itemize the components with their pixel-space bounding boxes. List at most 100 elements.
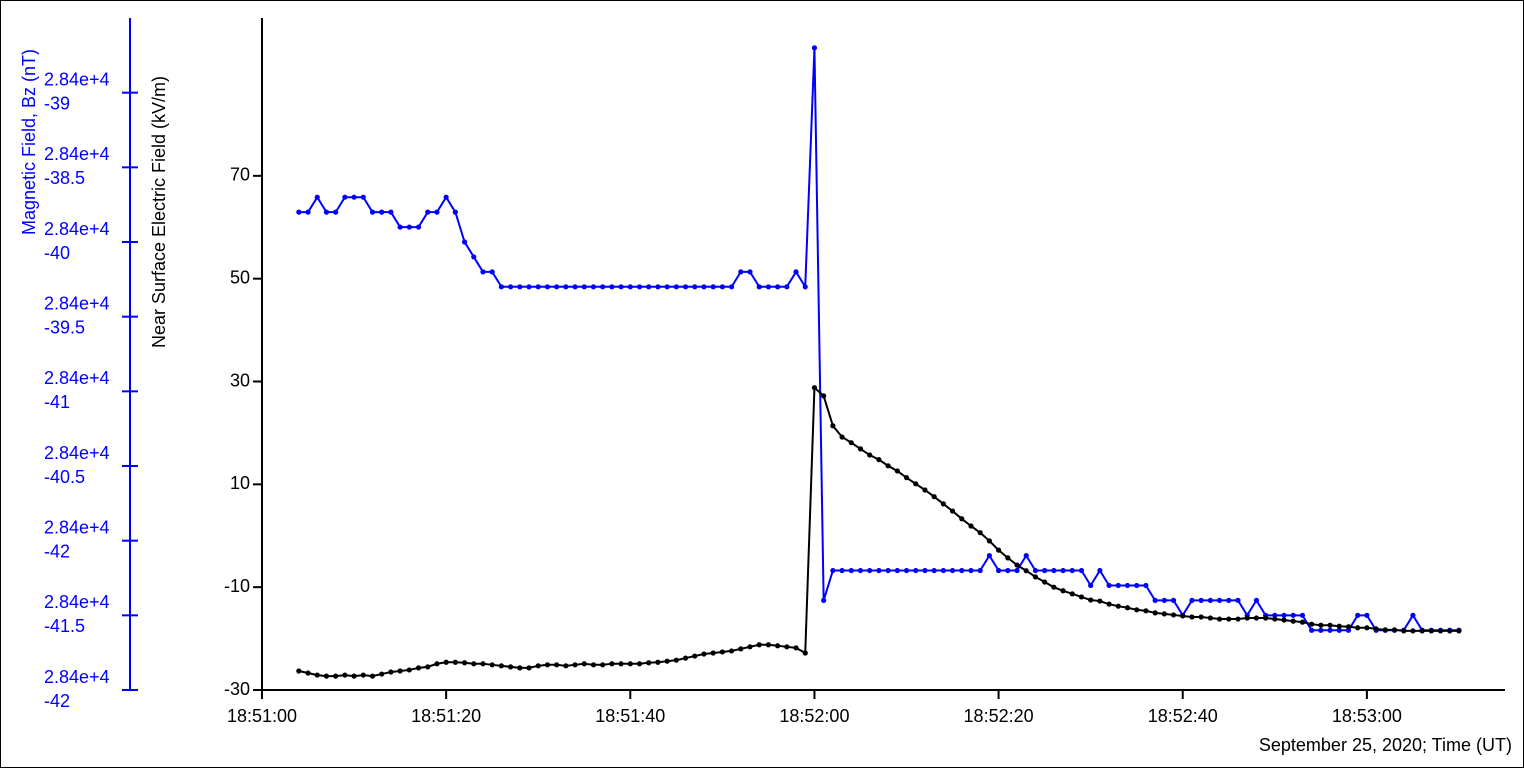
data-point: [931, 567, 937, 574]
data-point: [434, 209, 440, 215]
data-point: [885, 567, 891, 574]
y2-tick-label: -40.5: [44, 467, 85, 487]
data-point: [913, 481, 919, 487]
y2-tick-label: -39.5: [44, 317, 85, 337]
data-point: [1428, 628, 1434, 634]
data-point: [738, 646, 744, 652]
data-point: [590, 284, 597, 290]
data-point: [784, 644, 790, 650]
data-point: [1124, 605, 1131, 611]
data-point: [876, 567, 882, 574]
data-point: [333, 673, 339, 679]
data-point: [986, 553, 992, 559]
data-point: [876, 457, 882, 463]
x-tick-label: 18:52:00: [779, 706, 849, 726]
data-point: [968, 567, 974, 574]
data-point: [719, 284, 725, 290]
data-point: [1253, 615, 1259, 621]
data-point: [811, 385, 818, 391]
data-point: [1235, 597, 1241, 604]
data-point: [1060, 588, 1066, 594]
data-point: [1216, 616, 1223, 622]
data-point: [738, 269, 744, 275]
y2-tick-label: -39: [44, 93, 70, 113]
data-point: [802, 650, 808, 656]
data-point: [1143, 582, 1149, 589]
data-point: [406, 224, 412, 230]
data-point: [1069, 591, 1075, 597]
data-point: [682, 655, 689, 661]
data-point: [342, 194, 348, 200]
data-point: [1336, 627, 1342, 633]
data-point: [360, 194, 366, 200]
data-point: [627, 284, 633, 290]
data-point: [415, 224, 422, 230]
data-point: [554, 662, 560, 668]
y-tick-label: 70: [230, 165, 250, 185]
data-point: [1299, 619, 1306, 625]
data-point: [489, 662, 495, 668]
y2-tick-label: -42: [44, 691, 70, 711]
data-point: [765, 284, 772, 290]
data-point: [1299, 612, 1306, 618]
data-point: [517, 284, 523, 290]
y2-tick-label: 2.84e+4: [44, 293, 110, 313]
data-point: [1023, 568, 1029, 574]
data-point: [498, 284, 504, 290]
y-tick-label: -10: [224, 576, 250, 596]
data-point: [379, 209, 385, 215]
data-point: [1290, 612, 1296, 618]
data-point: [305, 670, 311, 676]
data-point: [508, 664, 514, 670]
y2-tick-label: -40: [44, 243, 70, 263]
data-point: [1152, 597, 1158, 604]
data-point: [821, 597, 827, 604]
x-tick-label: 18:52:20: [964, 706, 1034, 726]
data-point: [471, 254, 477, 260]
data-point: [903, 475, 910, 481]
data-point: [618, 661, 624, 667]
data-point: [710, 284, 716, 290]
data-point: [323, 209, 330, 215]
data-point: [369, 209, 376, 215]
data-point: [618, 284, 624, 290]
data-point: [894, 468, 900, 474]
data-point: [572, 284, 578, 290]
data-point: [1097, 567, 1103, 574]
data-point: [443, 194, 449, 200]
data-point: [1364, 612, 1370, 618]
data-point: [977, 530, 983, 536]
data-point: [1401, 628, 1407, 634]
y2-axis-label: Magnetic Field, Bz (nT): [19, 49, 39, 235]
data-point: [1106, 601, 1112, 607]
y-tick-label: -30: [224, 679, 250, 699]
data-point: [461, 660, 468, 666]
data-point: [839, 434, 845, 440]
data-point: [931, 494, 937, 500]
data-point: [940, 501, 946, 507]
data-point: [333, 209, 339, 215]
data-point: [1382, 627, 1388, 633]
y-axis-label: Near Surface Electric Field (kV/m): [149, 76, 169, 348]
data-point: [425, 209, 431, 215]
data-point: [793, 645, 799, 651]
data-point: [784, 284, 790, 290]
data-point: [1115, 603, 1121, 609]
data-point: [848, 440, 854, 446]
y2-tick-label: 2.84e+4: [44, 667, 110, 687]
data-point: [1318, 627, 1324, 633]
data-point: [1152, 610, 1158, 616]
data-point: [839, 567, 845, 574]
data-point: [563, 663, 569, 669]
data-point: [452, 209, 458, 215]
data-point: [1170, 597, 1177, 604]
data-point: [959, 516, 965, 522]
data-point: [600, 662, 606, 668]
data-point: [480, 269, 486, 275]
data-point: [406, 667, 412, 673]
data-point: [894, 567, 900, 574]
data-point: [1355, 612, 1361, 618]
data-point: [1373, 626, 1379, 632]
data-point: [940, 567, 946, 574]
